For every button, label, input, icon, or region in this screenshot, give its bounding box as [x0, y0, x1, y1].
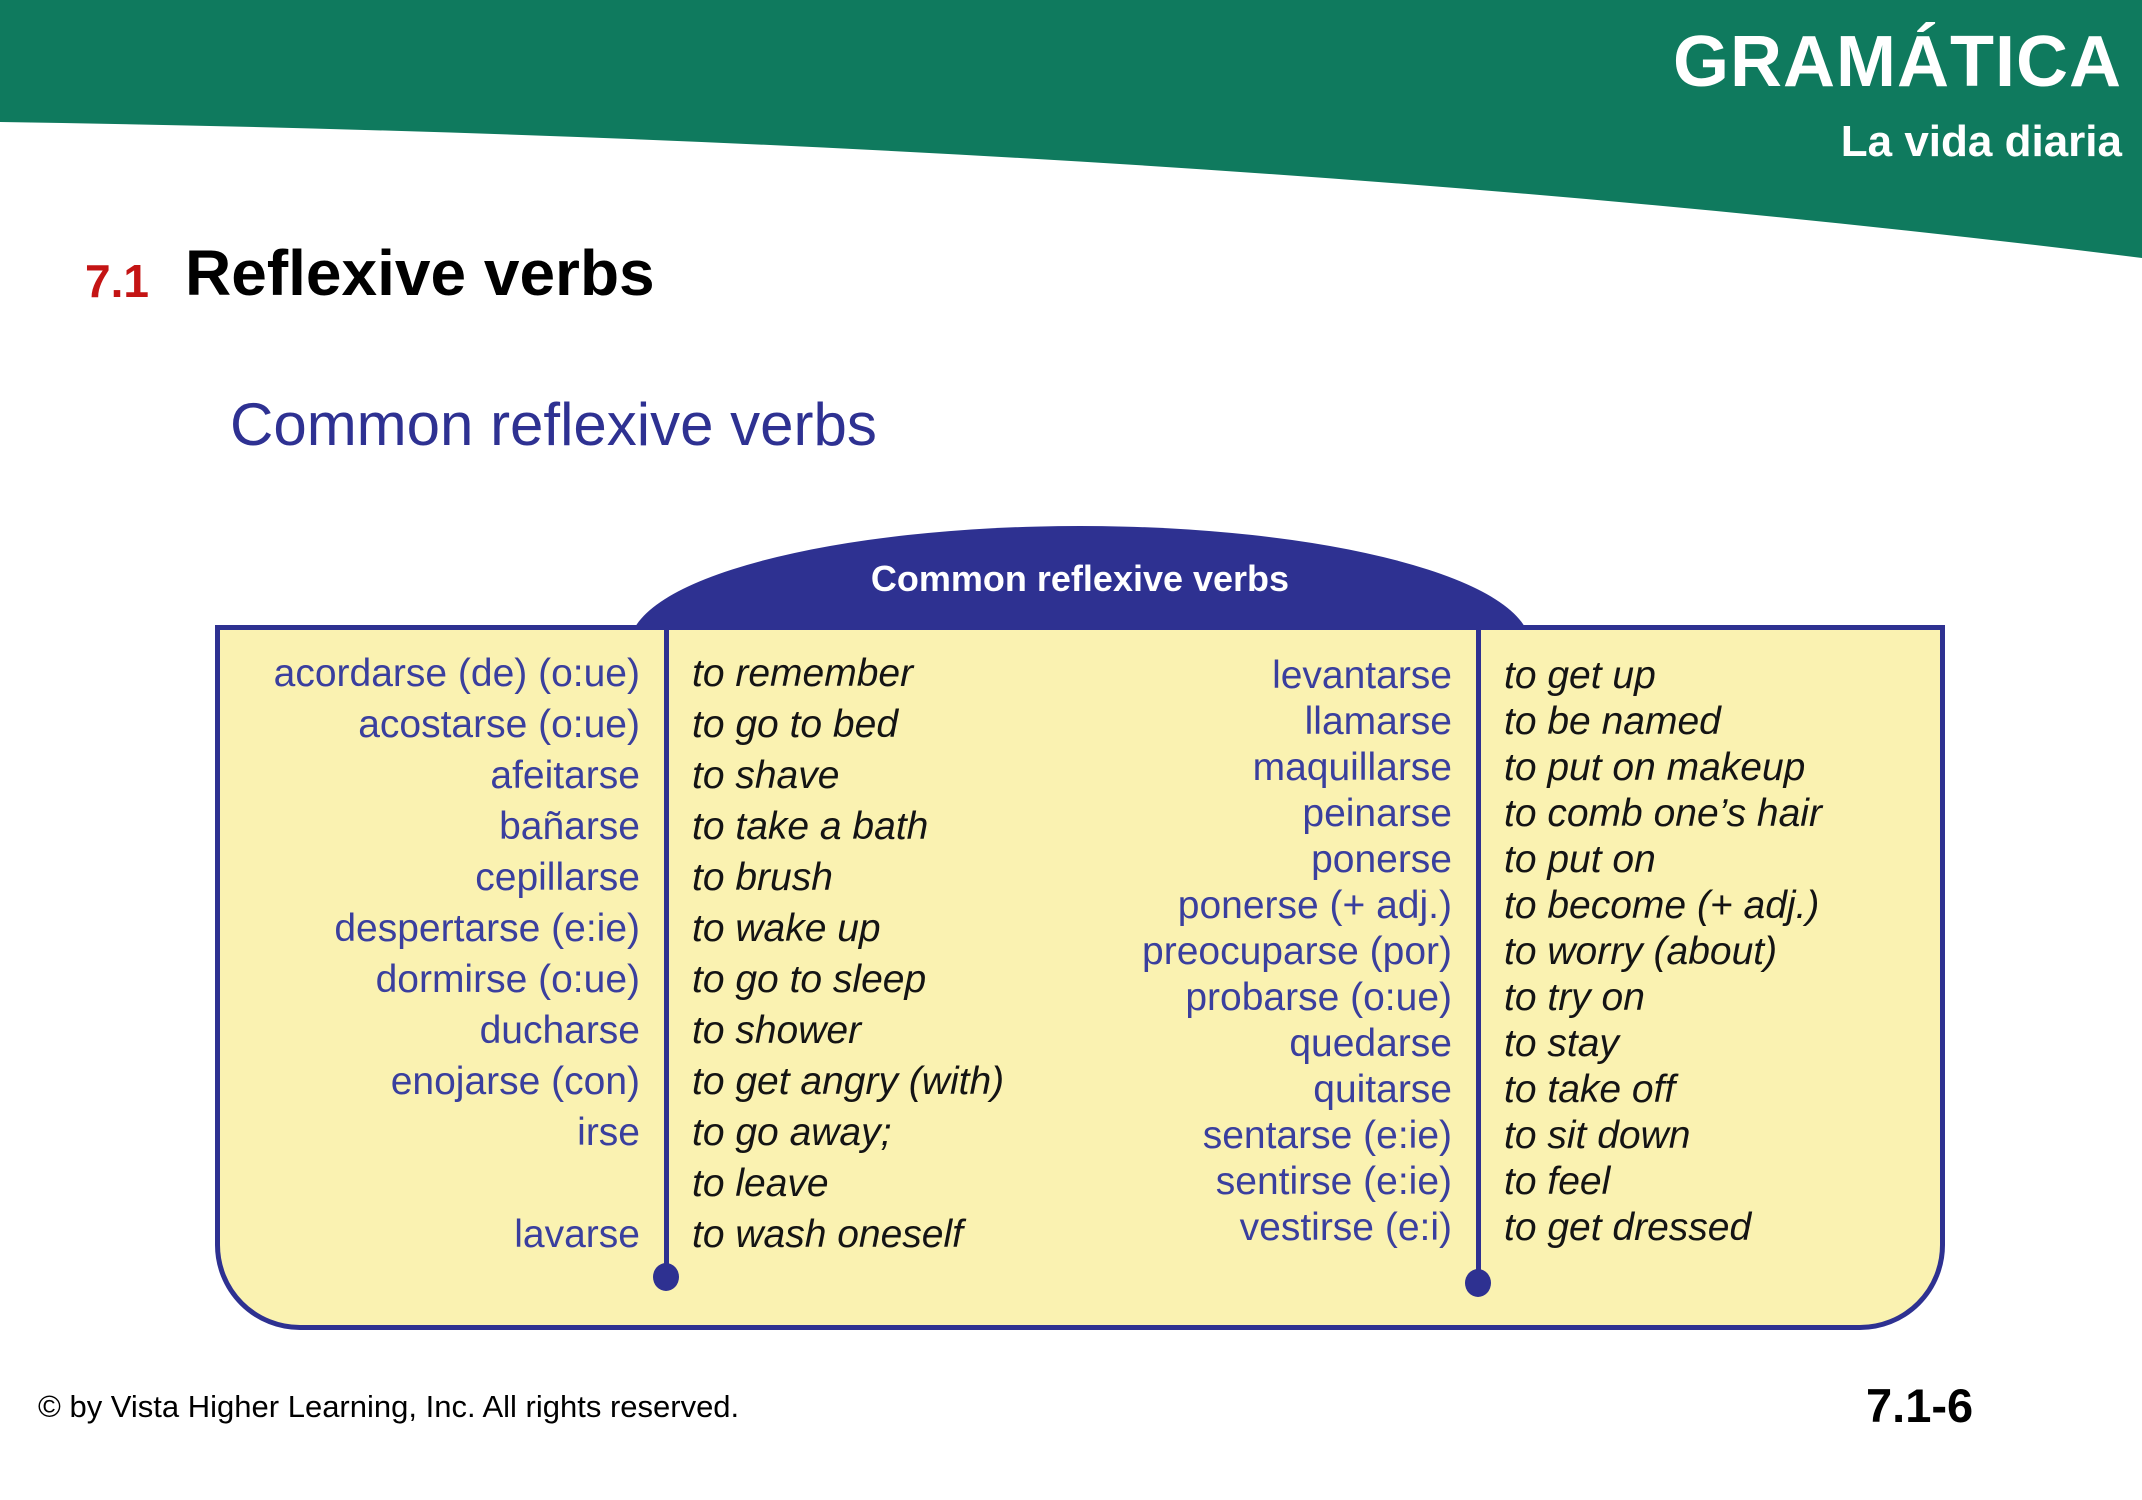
english-translation: to get up — [1504, 654, 1656, 697]
english-translation: to go away; — [692, 1111, 892, 1154]
verbs-panel — [215, 625, 1945, 1330]
english-translation: to get angry (with) — [692, 1060, 1005, 1103]
footer-copyright: © by Vista Higher Learning, Inc. All rig… — [38, 1389, 740, 1424]
english-translation: to feel — [1504, 1160, 1611, 1203]
english-translation: to sit down — [1504, 1114, 1691, 1157]
banner-subtitle: La vida diaria — [1840, 117, 2122, 166]
spanish-verb: sentirse (e:ie) — [1215, 1160, 1452, 1203]
english-translation: to worry (about) — [1504, 930, 1778, 973]
spanish-verb: sentarse (e:ie) — [1202, 1114, 1452, 1157]
spanish-verb: quitarse — [1313, 1068, 1452, 1111]
right-english-column: to get up to be named to put on makeup to c… — [1504, 653, 1934, 1251]
english-translation: to go to bed — [692, 703, 899, 746]
divider-dot-right — [1465, 1269, 1491, 1297]
english-translation: to shower — [692, 1009, 862, 1052]
section-heading: Common reflexive verbs — [230, 391, 877, 458]
spanish-verb: acostarse (o:ue) — [358, 703, 640, 746]
right-spanish-column: levantarse llamarse maquillarse peinarse pon… — [900, 653, 1452, 1251]
spanish-verb: peinarse — [1302, 792, 1452, 835]
spanish-verb: maquillarse — [1252, 746, 1452, 789]
english-translation: to put on — [1504, 838, 1656, 881]
spanish-verb: ponerse — [1311, 838, 1452, 881]
spanish-verb: irse — [577, 1111, 640, 1154]
english-translation: to get dressed — [1504, 1206, 1752, 1249]
english-translation: to wake up — [692, 907, 881, 950]
spanish-verb: enojarse (con) — [390, 1060, 640, 1103]
column-divider-left — [664, 630, 669, 1265]
spanish-verb: dormirse (o:ue) — [375, 958, 640, 1001]
english-translation: to take off — [1504, 1068, 1676, 1111]
english-translation: to shave — [692, 754, 840, 797]
spanish-verb: levantarse — [1272, 654, 1452, 697]
spanish-verb: cepillarse — [475, 856, 640, 899]
spanish-verb: acordarse (de) (o:ue) — [273, 652, 640, 695]
spanish-verb: ponerse (+ adj.) — [1177, 884, 1452, 927]
left-english-column: to remember to go to bed to shave to take a… — [692, 648, 1262, 1260]
column-divider-right — [1476, 630, 1481, 1271]
table-header-label: Common reflexive verbs — [870, 558, 1290, 599]
english-translation: to go to sleep — [692, 958, 927, 1001]
english-translation: to be named — [1504, 700, 1721, 743]
english-translation: to try on — [1504, 976, 1645, 1019]
english-translation: to leave — [692, 1162, 829, 1205]
english-translation: to remember — [692, 652, 914, 695]
spanish-verb: probarse (o:ue) — [1185, 976, 1452, 1019]
banner-swoosh — [0, 0, 2142, 258]
left-spanish-column: acordarse (de) (o:ue) acostarse (o:ue) afe… — [215, 648, 640, 1260]
spanish-verb: llamarse — [1304, 700, 1452, 743]
english-translation: to become (+ adj.) — [1504, 884, 1820, 927]
banner-title: GRAMÁTICA — [1673, 22, 2122, 102]
spanish-verb: quedarse — [1289, 1022, 1452, 1065]
spanish-verb: ducharse — [479, 1009, 640, 1052]
spanish-verb: vestirse (e:i) — [1239, 1206, 1452, 1249]
lesson-number: 7.1 — [85, 255, 149, 307]
spanish-verb: lavarse — [514, 1213, 640, 1256]
english-translation: to take a bath — [692, 805, 929, 848]
spanish-verb: despertarse (e:ie) — [334, 907, 640, 950]
english-translation: to comb one’s hair — [1504, 792, 1822, 835]
banner: GRAMÁTICA La vida diaria — [1673, 26, 2122, 164]
divider-dot-left — [653, 1263, 679, 1291]
english-translation: to stay — [1504, 1022, 1619, 1065]
english-translation: to brush — [692, 856, 833, 899]
english-translation: to wash oneself — [692, 1213, 964, 1256]
spanish-verb — [215, 1158, 640, 1209]
page-number: 7.1-6 — [1866, 1379, 1974, 1432]
english-translation: to put on makeup — [1504, 746, 1806, 789]
spanish-verb: preocuparse (por) — [1142, 930, 1452, 973]
spanish-verb: bañarse — [499, 805, 640, 848]
page-title: Reflexive verbs — [185, 237, 655, 309]
spanish-verb: afeitarse — [490, 754, 640, 797]
